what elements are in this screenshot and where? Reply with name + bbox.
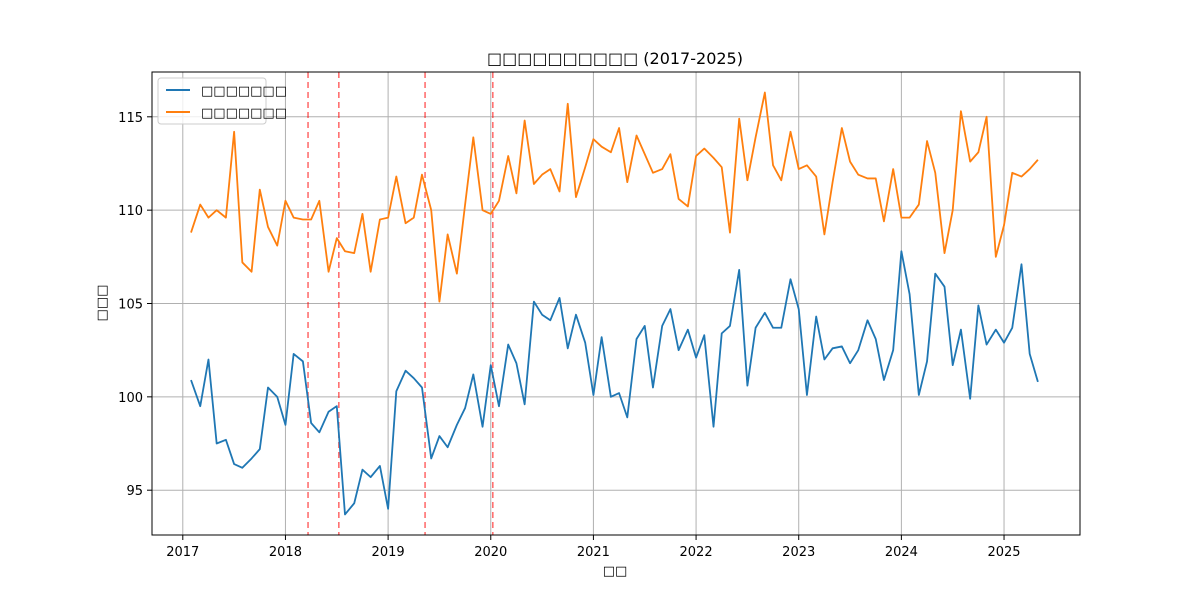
series-lines [190, 91, 1039, 516]
x-axis-label: □□ [603, 564, 628, 579]
y-tick-label: 105 [118, 298, 143, 313]
chart-title: □□□□□□□□□□ (2017-2025) [487, 49, 743, 68]
y-axis-label: □□□ [95, 285, 110, 322]
y-tick-label: 100 [118, 391, 143, 406]
series-line-2 [190, 91, 1039, 303]
x-tick-label: 2023 [782, 545, 815, 560]
x-tick-label: 2019 [372, 545, 405, 560]
x-tick-label: 2022 [680, 545, 713, 560]
y-tick-label: 110 [118, 204, 143, 219]
legend: □□□□□□□ □□□□□□□ [157, 77, 287, 125]
y-tick-label: 115 [118, 111, 143, 126]
x-tick-label: 2020 [474, 545, 507, 560]
y-tick-label: 95 [126, 484, 143, 499]
x-axis-ticks: 2017 2018 2019 2020 2021 2022 2023 2024 2025 [166, 535, 1021, 560]
x-tick-label: 2024 [885, 545, 918, 560]
y-axis-ticks: 95 100 105 110 115 [118, 111, 152, 499]
vertical-markers [307, 72, 494, 535]
x-tick-label: 2018 [269, 545, 302, 560]
x-tick-label: 2017 [166, 545, 199, 560]
grid [152, 72, 1080, 535]
x-tick-label: 2025 [987, 545, 1020, 560]
legend-label-series-1: □□□□□□□ [201, 84, 287, 99]
legend-label-series-2: □□□□□□□ [201, 106, 287, 121]
x-tick-label: 2021 [577, 545, 610, 560]
series-line-1 [190, 250, 1039, 516]
